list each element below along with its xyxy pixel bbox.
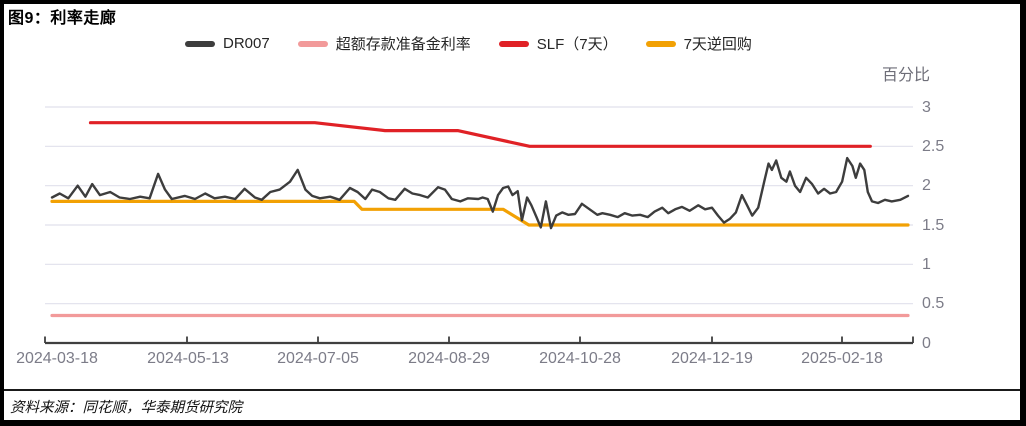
legend-swatch-slf-7d <box>498 40 529 47</box>
series-line-reverse-repo-7d <box>50 199 910 227</box>
legend-swatch-dr007 <box>185 40 215 47</box>
x-tick-label-2024-10-28: 2024-10-28 <box>539 350 621 367</box>
y-tick-label-2: 2 <box>922 177 931 194</box>
x-tick-label-2024-12-19: 2024-12-19 <box>671 350 753 367</box>
y-tick-label-0-5: 0.5 <box>922 295 945 312</box>
legend-label-reverse-repo-7d: 7天逆回购 <box>683 36 752 53</box>
legend-item-dr007: DR007 <box>185 35 270 52</box>
y-tick-label-1: 1 <box>922 256 931 273</box>
x-tick-label-2024-08-29: 2024-08-29 <box>408 350 490 367</box>
y-tick-label-0: 0 <box>922 334 931 352</box>
x-tick-label-2025-02-18: 2025-02-18 <box>801 350 883 367</box>
legend-item-slf-7d: SLF（7天） <box>498 33 618 54</box>
legend-item-excess-reserve-rate: 超额存款准备金利率 <box>297 33 471 54</box>
x-tick-label-2024-05-13: 2024-05-13 <box>147 350 229 367</box>
legend-label-slf-7d: SLF（7天） <box>536 36 618 53</box>
y-tick-label-3: 3 <box>922 98 931 116</box>
x-tick-label-2024-07-05: 2024-07-05 <box>277 350 359 367</box>
source-note: 资料来源：同花顺，华泰期货研究院 <box>10 400 242 416</box>
series-line-slf-7d <box>88 121 872 148</box>
chart-legend: DR007 超额存款准备金利率 SLF（7天） 7天逆回购 <box>185 33 752 54</box>
legend-swatch-reverse-repo-7d <box>645 40 676 47</box>
legend-item-reverse-repo-7d: 7天逆回购 <box>645 33 752 54</box>
legend-label-dr007: DR007 <box>223 35 270 52</box>
legend-swatch-excess-reserve-rate <box>297 40 328 47</box>
y-axis-unit-label: 百分比 <box>882 67 931 84</box>
x-tick-label-2024-03-18: 2024-03-18 <box>16 350 98 367</box>
figure-title: 图9：利率走廊 <box>8 10 117 27</box>
source-divider-line <box>0 389 1026 391</box>
y-tick-label-2-5: 2.5 <box>922 138 945 155</box>
legend-label-excess-reserve-rate: 超额存款准备金利率 <box>335 36 471 53</box>
y-tick-label-1-5: 1.5 <box>922 216 945 234</box>
series-line-dr007 <box>50 156 910 230</box>
